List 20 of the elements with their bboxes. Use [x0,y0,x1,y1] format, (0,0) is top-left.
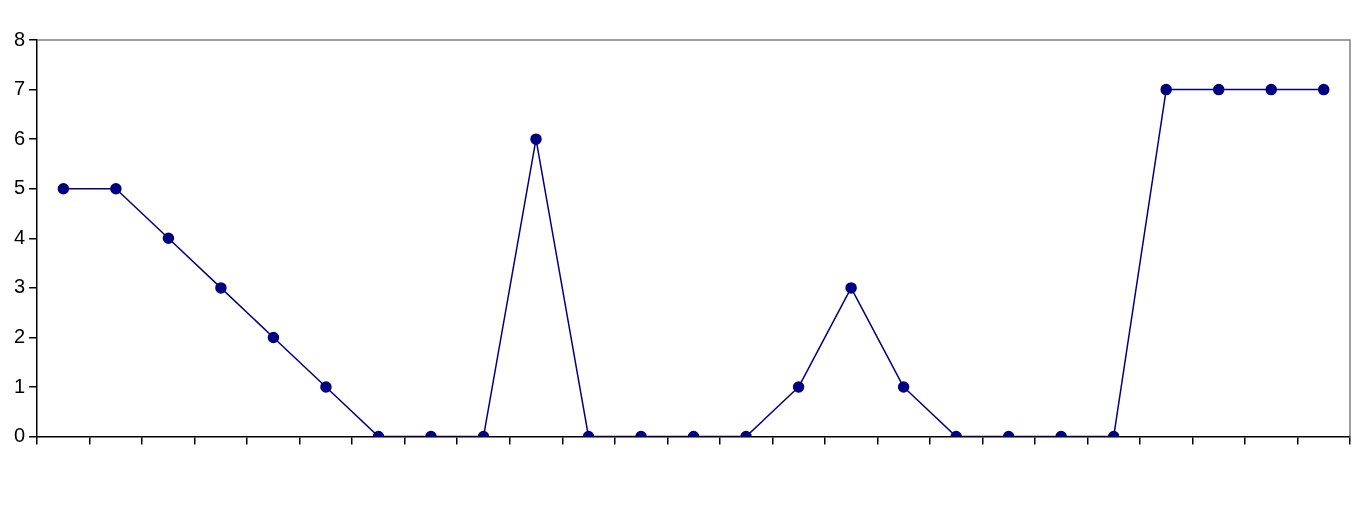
point [1212,83,1225,96]
y-tick-label: 4 [14,225,26,248]
y-tick-label: 0 [14,424,26,447]
point [110,182,122,195]
point [1265,83,1277,96]
point [845,282,857,294]
point [162,232,175,245]
point [530,133,542,145]
y-tick-label: 5 [14,176,26,199]
y-tick-label: 6 [14,126,26,149]
y-tick-label: 8 [14,27,26,50]
point [215,282,227,294]
point [1317,83,1330,96]
y-tick-label: 1 [14,374,26,397]
y-tick-label: 7 [14,77,26,100]
y-tick-label: 3 [14,275,26,298]
point [267,331,280,344]
point [57,182,70,195]
point [1160,83,1172,96]
y-tick-label: 2 [14,324,26,347]
